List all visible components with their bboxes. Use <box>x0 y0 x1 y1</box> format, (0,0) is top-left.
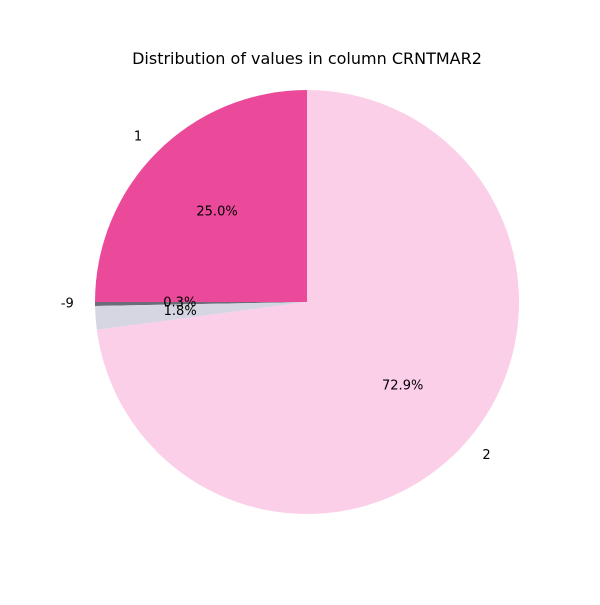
slice-category-label: 1 <box>134 130 142 145</box>
slice-category-label: -9 <box>61 297 74 312</box>
pie-slice <box>95 302 307 330</box>
slice-percent-label: 1.8% <box>164 304 197 319</box>
slice-percent-label: 72.9% <box>382 378 423 393</box>
pie-labels: 1 25.0% -9 0.3%1.8% 2 72.9% <box>61 130 491 464</box>
slice-percent-label: 0.3% <box>163 296 196 311</box>
slice-category-label: 2 <box>482 448 490 463</box>
chart-title: Distribution of values in column CRNTMAR… <box>132 49 482 68</box>
pie-slice <box>95 302 307 306</box>
pie-slice <box>95 90 307 302</box>
pie-slices <box>95 90 520 514</box>
pie-slice <box>96 90 520 514</box>
slice-percent-label: 25.0% <box>196 205 237 220</box>
